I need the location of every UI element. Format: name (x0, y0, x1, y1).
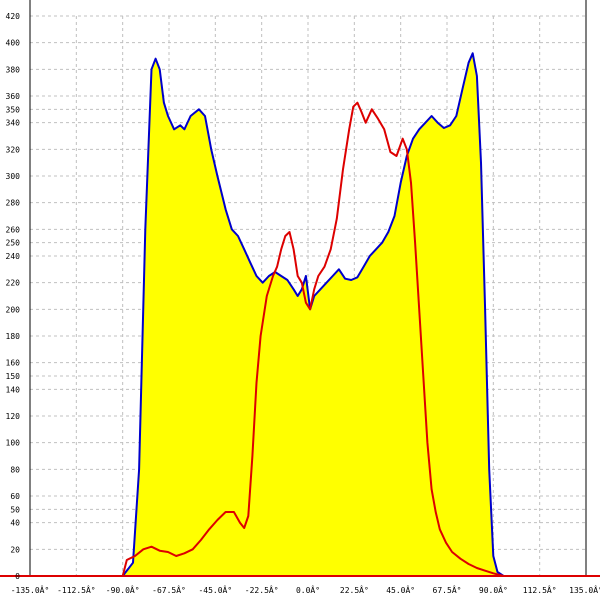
y-tick-label: 320 (6, 145, 21, 154)
x-tick-label: 22.5Â° (340, 584, 369, 595)
tick-labels: 0 20 40 50 60 80 100 120 140 150 160 180 200 220 240 25… (6, 12, 600, 595)
y-tick-label: 250 (6, 239, 21, 248)
x-tick-label: 90.0Â° (479, 584, 508, 595)
x-tick-label: 67.5Â° (433, 584, 462, 595)
x-tick-label: 112.5Â° (523, 584, 557, 595)
y-tick-label: 180 (6, 332, 21, 341)
y-tick-label: 240 (6, 252, 21, 261)
x-tick-label: -112.5Â° (57, 584, 96, 595)
x-tick-label: -90.0Â° (106, 584, 140, 595)
y-tick-label: 280 (6, 199, 21, 208)
y-tick-label: 50 (10, 505, 20, 514)
x-tick-label: 45.0Â° (386, 584, 415, 595)
y-tick-label: 220 (6, 279, 21, 288)
y-tick-label: 350 (6, 105, 21, 114)
x-tick-label: -22.5Â° (245, 584, 279, 595)
y-tick-label: 160 (6, 359, 21, 368)
y-tick-label: 400 (6, 39, 21, 48)
y-tick-label: 360 (6, 92, 21, 101)
series-layer (121, 52, 505, 577)
y-tick-label: 300 (6, 172, 21, 181)
y-tick-label: 200 (6, 305, 21, 314)
x-tick-label: 0.0Â° (296, 584, 320, 595)
y-tick-label: 0 (15, 572, 20, 581)
axes (0, 0, 600, 577)
x-tick-label: -135.0Â° (11, 584, 50, 595)
y-tick-label: 150 (6, 372, 21, 381)
y-tick-label: 80 (10, 465, 20, 474)
x-tick-label: 135.0Â° (569, 584, 600, 595)
y-tick-label: 100 (6, 439, 21, 448)
y-tick-label: 120 (6, 412, 21, 421)
series-2-line (121, 101, 504, 577)
y-tick-label: 20 (10, 545, 20, 554)
x-tick-label: -45.0Â° (198, 584, 232, 595)
y-tick-label: 340 (6, 119, 21, 128)
y-tick-label: 40 (10, 519, 20, 528)
y-tick-label: 260 (6, 225, 21, 234)
y-tick-label: 60 (10, 492, 20, 501)
y-tick-label: 140 (6, 385, 21, 394)
y-tick-label: 380 (6, 65, 21, 74)
series-1-line (121, 52, 505, 577)
y-tick-label: 420 (6, 12, 21, 21)
series-1-area (122, 53, 504, 577)
x-tick-label: -67.5Â° (152, 584, 186, 595)
